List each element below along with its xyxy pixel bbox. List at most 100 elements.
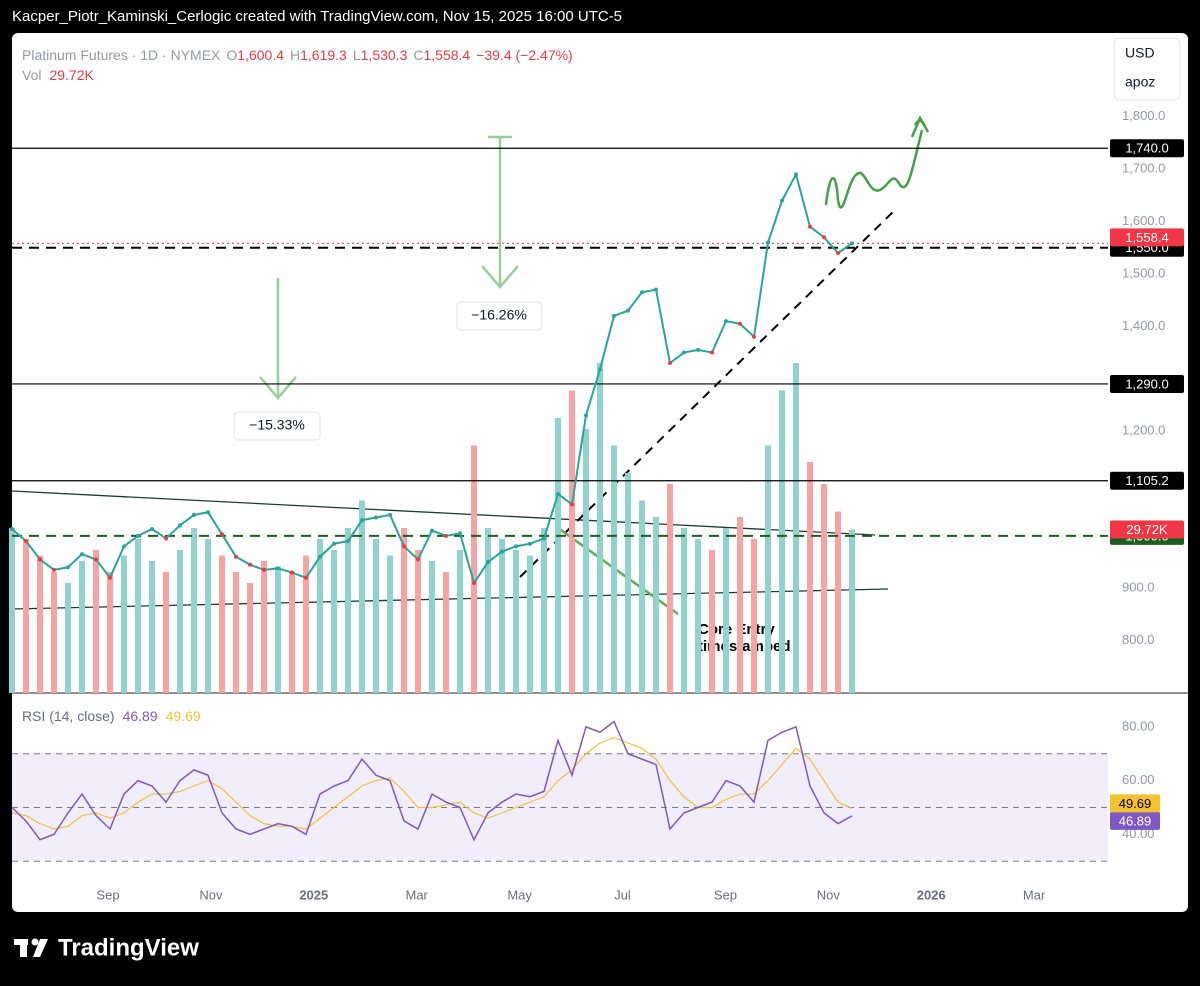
volume-bar: [611, 445, 617, 693]
ohlc-key: L: [353, 47, 361, 63]
volume-bar: [653, 517, 659, 693]
volume-bar: [681, 528, 687, 693]
volume-bar: [331, 550, 337, 693]
volume-bar: [233, 572, 239, 693]
volume-bar: [513, 550, 519, 693]
rsi-value-label: 46.89: [1119, 813, 1152, 828]
price-point: [416, 557, 420, 562]
price-point: [584, 413, 588, 418]
price-point: [682, 350, 686, 355]
price-point: [752, 334, 756, 339]
volume-bar: [65, 583, 71, 693]
y-tick-label: 1,200.0: [1122, 423, 1165, 438]
volume-bar: [779, 390, 785, 693]
price-point: [262, 567, 266, 572]
volume-bar: [317, 539, 323, 693]
volume-bar: [737, 517, 743, 693]
x-tick-label: Nov: [199, 887, 223, 902]
price-point: [808, 224, 812, 229]
price-point: [38, 557, 42, 562]
volume-bar: [93, 550, 99, 693]
volume-bar: [765, 445, 771, 693]
price-point: [612, 313, 616, 318]
price-point: [794, 172, 798, 177]
price-point: [66, 565, 70, 570]
ohlc-key: C: [413, 47, 423, 63]
volume-bar: [247, 583, 253, 693]
volume-bar: [387, 555, 393, 693]
price-point: [52, 567, 56, 572]
volume-bar: [359, 500, 365, 693]
x-tick-label: 2026: [917, 887, 946, 902]
price-point: [598, 367, 602, 372]
rsi-band: [12, 753, 1108, 861]
level-label: 1,740.0: [1125, 141, 1168, 156]
price-point: [374, 515, 378, 520]
price-point: [136, 533, 140, 538]
price-point: [724, 319, 728, 324]
price-point: [164, 536, 168, 541]
currency: USD: [1125, 45, 1155, 61]
price-point: [276, 566, 280, 571]
volume-bar: [639, 500, 645, 693]
volume-bar: [709, 550, 715, 693]
price-point: [668, 361, 672, 365]
price-point: [80, 552, 84, 557]
price-point: [780, 198, 784, 203]
y-tick-label: 1,800.0: [1122, 108, 1165, 123]
volume-bar: [261, 561, 267, 693]
ohlc-key: O: [226, 47, 237, 63]
y-tick-label: 900.0: [1122, 580, 1155, 595]
price-point: [94, 557, 98, 562]
volume-bar: [79, 561, 85, 693]
x-tick-label: Mar: [406, 887, 429, 902]
price-point: [192, 512, 196, 517]
volume-bar: [849, 529, 855, 693]
annotation: −16.26%: [471, 307, 527, 323]
volume-bar: [219, 555, 225, 693]
price-point: [304, 575, 308, 580]
volume-bar: [485, 528, 491, 693]
last-price-label: 1,558.4: [1125, 230, 1168, 245]
header-text: Kacper_Piotr_Kaminski_Cerlogic created w…: [12, 8, 622, 25]
price-point: [360, 518, 364, 523]
volume-legend: Vol 29.72K: [22, 67, 95, 83]
rsi-line: [11, 736, 853, 830]
volume-bar: [275, 566, 281, 693]
volume-bar: [135, 539, 141, 693]
rsi-value-box: [1110, 794, 1160, 813]
volume-bar: [807, 462, 813, 693]
price-point: [150, 527, 154, 532]
volume-bar: [289, 572, 295, 693]
volume-bar: [191, 528, 197, 693]
unit: apoz: [1125, 74, 1155, 90]
volume-bar: [415, 550, 421, 693]
volume-bar: [793, 363, 799, 693]
price-point: [472, 581, 476, 585]
volume-bar: [149, 561, 155, 693]
volume-bar: [835, 511, 841, 693]
volume-bar: [177, 550, 183, 693]
x-tick-label: Mar: [1023, 887, 1046, 902]
price-point: [402, 544, 406, 549]
volume-bar: [695, 539, 701, 693]
volume-bar: [527, 555, 533, 693]
price-point: [654, 287, 658, 292]
level-label-box: [1110, 139, 1184, 158]
volume-bar: [373, 539, 379, 693]
volume-bar: [121, 555, 127, 693]
rsi-legend: RSI (14, close) 46.89 49.69: [22, 708, 201, 724]
price-point: [122, 544, 126, 549]
price-point: [500, 549, 504, 554]
volume-label: 29.72K: [1126, 522, 1168, 537]
volume-bar: [751, 539, 757, 693]
volume-title: Vol: [22, 67, 41, 83]
volume-bar: [9, 528, 15, 693]
currency-box: [1113, 37, 1181, 101]
annotation: −15.33%: [249, 417, 305, 433]
level-label: 1,105.2: [1125, 473, 1168, 488]
rsi-line: [11, 720, 853, 842]
rsi-tick-label: 80.00: [1122, 718, 1155, 733]
volume-bar: [667, 484, 673, 693]
price-point: [850, 241, 854, 246]
